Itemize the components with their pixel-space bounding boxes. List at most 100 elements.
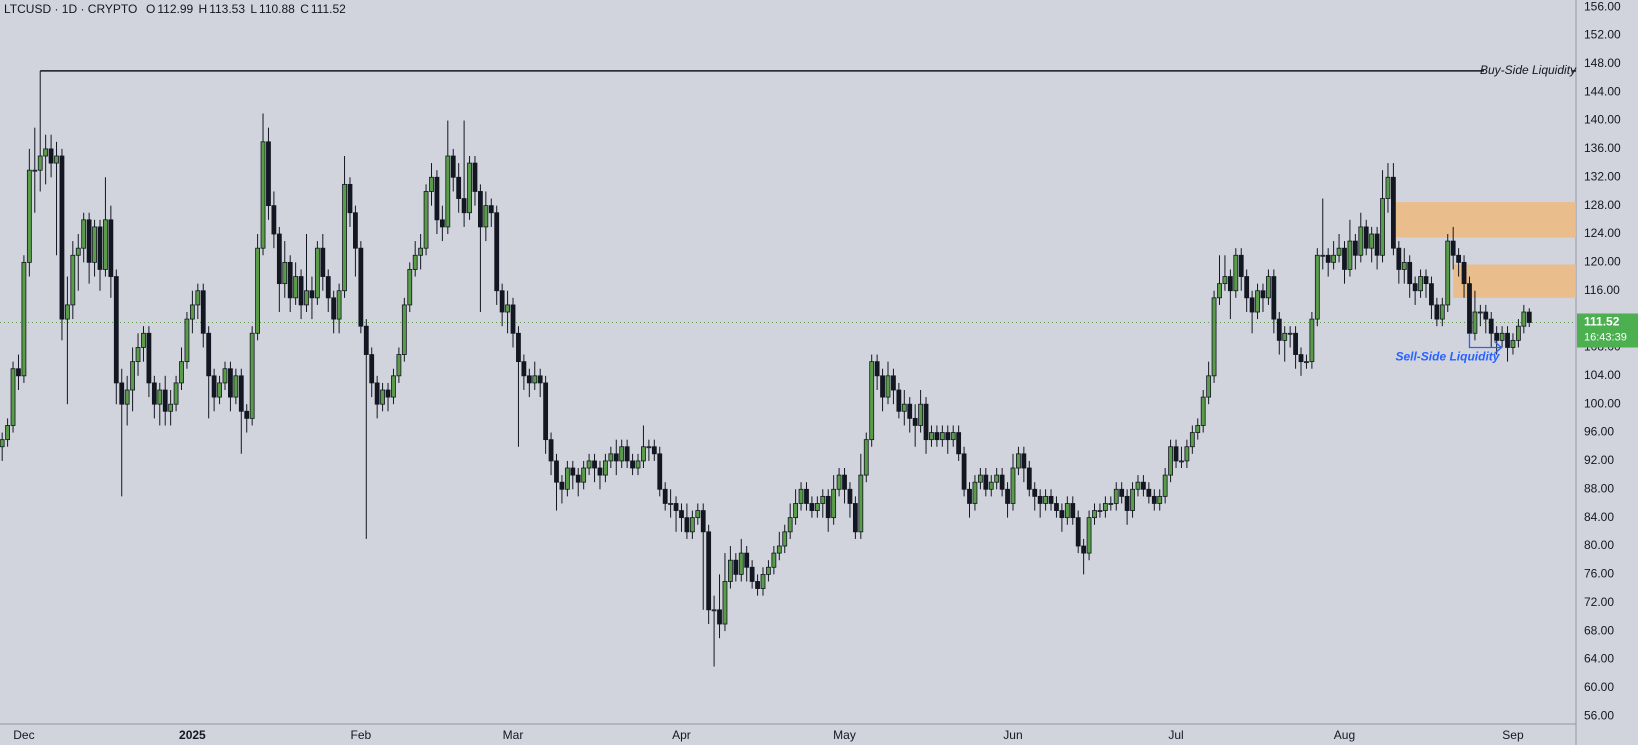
x-tick-label: Jun: [1003, 728, 1022, 742]
candle-body: [1249, 297, 1255, 313]
candle-body: [738, 552, 744, 575]
candle-body: [668, 503, 674, 505]
candle-body: [1059, 510, 1065, 519]
candle-body: [1412, 283, 1418, 292]
candle-body: [10, 368, 16, 426]
candle-body: [689, 517, 695, 533]
candle-body: [320, 247, 326, 277]
candle-body: [0, 439, 5, 448]
candle-body: [1391, 176, 1396, 249]
candle-body: [1026, 467, 1032, 490]
candle-body: [450, 155, 456, 178]
candle-body: [624, 446, 630, 462]
candle-body: [603, 460, 608, 476]
candle-body: [1081, 545, 1087, 554]
candle-body: [1260, 290, 1266, 299]
candle-body: [1483, 311, 1489, 320]
candle-body: [1157, 495, 1163, 504]
candle-body: [1363, 226, 1369, 249]
candle-body: [847, 488, 853, 504]
candle-body: [200, 290, 206, 334]
candle-body: [1086, 517, 1092, 554]
candle-body: [842, 474, 847, 490]
candle-body: [1124, 495, 1130, 511]
ohlc-label: H: [198, 2, 208, 16]
candle-body: [1282, 332, 1288, 341]
candle-body: [907, 403, 913, 419]
candle-body: [1445, 240, 1451, 306]
candle-body: [287, 261, 293, 299]
price-label: 111.52: [1584, 315, 1620, 329]
candle-body: [195, 290, 201, 306]
candle-body: [586, 460, 592, 469]
candle-body: [1505, 332, 1510, 348]
candle-body: [179, 361, 184, 384]
candle-body: [994, 474, 1000, 483]
candle-body: [961, 453, 967, 490]
candle-body: [54, 155, 59, 164]
candle-body: [162, 389, 168, 412]
candle-body: [211, 375, 217, 398]
candle-body: [1320, 254, 1326, 257]
candle-body: [1358, 226, 1364, 256]
candle-body: [173, 382, 179, 405]
candle-body: [1429, 283, 1434, 306]
candle-body: [885, 375, 891, 398]
candle-body: [1021, 453, 1027, 469]
x-tick-label: Jul: [1168, 728, 1183, 742]
candle-body: [81, 219, 87, 249]
candle-body: [1385, 176, 1391, 199]
y-tick-label: 124.00: [1584, 226, 1621, 240]
candle-body: [1456, 254, 1462, 263]
candle-body: [423, 191, 429, 249]
candle-body: [929, 432, 934, 441]
candle-body: [1222, 276, 1228, 285]
candle-body: [401, 304, 407, 355]
candle-body: [5, 425, 11, 441]
candle-body: [309, 290, 315, 299]
symbol: LTCUSD · 1D · CRYPTO: [4, 2, 138, 16]
candle-body: [869, 361, 875, 441]
y-tick-label: 132.00: [1584, 169, 1621, 183]
candle-body: [1450, 240, 1456, 256]
ohlc-value: 111.52: [310, 2, 346, 16]
candle-body: [1439, 304, 1445, 320]
candle-body: [1287, 332, 1293, 335]
candle-body: [1467, 283, 1472, 334]
candle-body: [16, 368, 21, 377]
candle-body: [1037, 495, 1043, 504]
candle-body: [168, 403, 174, 412]
candle-body: [722, 581, 728, 625]
y-tick-label: 64.00: [1584, 652, 1614, 666]
candle-body: [526, 375, 532, 384]
candle-body: [1102, 503, 1108, 511]
candle-body: [537, 375, 543, 384]
candle-body: [353, 212, 358, 249]
candle-body: [673, 503, 679, 511]
candle-body: [1184, 446, 1190, 462]
y-tick-label: 104.00: [1584, 368, 1621, 382]
candle-body: [1255, 290, 1260, 313]
candle-body: [1521, 311, 1527, 327]
candle-body: [945, 432, 951, 441]
candle-body: [619, 446, 625, 462]
y-tick-label: 128.00: [1584, 198, 1621, 212]
candle-body: [657, 453, 663, 490]
candle-body: [1217, 283, 1222, 299]
candle-body: [103, 219, 108, 270]
candle-body: [331, 297, 337, 320]
candle-body: [141, 332, 146, 348]
candle-body: [782, 531, 788, 547]
candle-body: [766, 566, 771, 575]
candle-body: [347, 183, 353, 214]
candle-body: [521, 361, 527, 377]
candle-body: [831, 488, 837, 519]
candle-body: [1477, 311, 1483, 314]
header: LTCUSD · 1D · CRYPTO O 112.99 H 113.53 L 11…: [4, 2, 348, 16]
candle-body: [21, 261, 27, 377]
zone: [1453, 264, 1576, 298]
candle-body: [880, 375, 885, 398]
candle-body: [1298, 354, 1304, 363]
candle-body: [1064, 503, 1070, 519]
candle-body: [559, 481, 565, 490]
